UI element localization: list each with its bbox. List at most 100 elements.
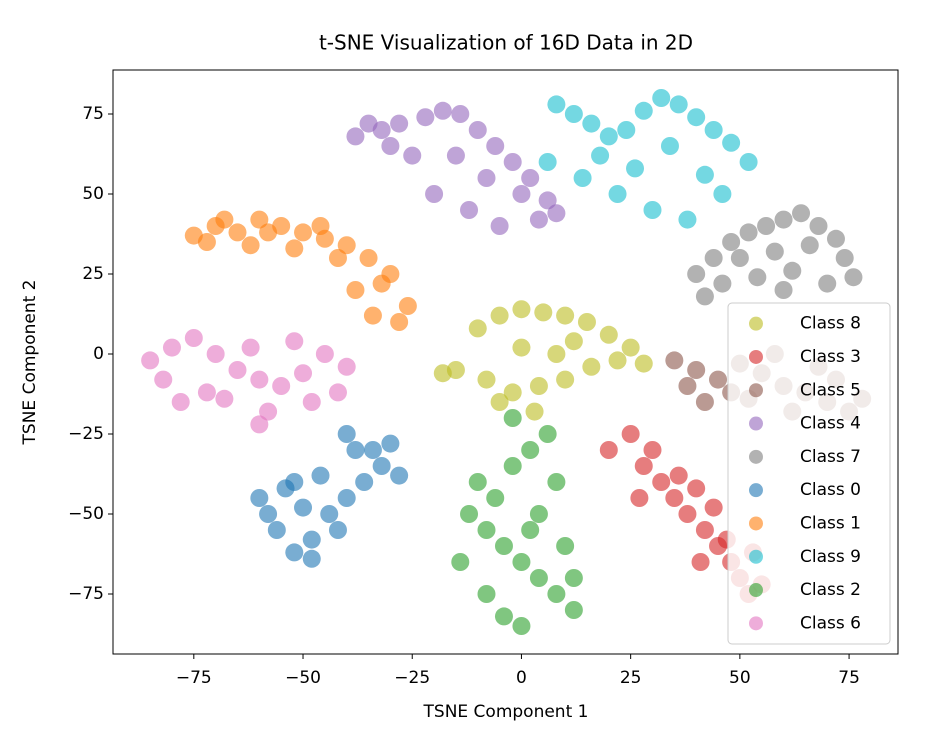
y-tick-label: −25 <box>68 424 104 444</box>
point <box>490 393 509 411</box>
point <box>722 233 741 251</box>
point <box>634 354 653 373</box>
point <box>687 265 706 283</box>
legend: Class 8 Class 3 Class 5 Class 4 Class 7 Class… <box>727 302 891 645</box>
point <box>311 217 330 235</box>
point <box>302 393 321 411</box>
legend-label: Class 6 <box>800 613 861 633</box>
point <box>573 169 592 187</box>
point <box>687 361 706 379</box>
point <box>630 489 649 507</box>
point <box>503 457 522 475</box>
point <box>328 521 347 539</box>
point <box>665 489 684 507</box>
legend-label: Class 7 <box>800 447 861 467</box>
point <box>512 338 531 357</box>
point <box>599 325 618 344</box>
point <box>722 133 741 152</box>
point <box>328 249 347 267</box>
point <box>564 332 583 351</box>
point <box>695 165 714 184</box>
point <box>460 505 479 523</box>
point <box>285 473 304 491</box>
point <box>800 236 819 255</box>
legend-label: Class 8 <box>800 314 861 334</box>
legend-label: Class 9 <box>800 547 861 567</box>
y-tick-label: 75 <box>82 104 104 124</box>
point <box>494 607 513 626</box>
point <box>337 425 356 443</box>
point <box>529 210 548 229</box>
point <box>259 223 278 242</box>
point <box>626 159 645 178</box>
legend-marker <box>749 549 763 564</box>
point <box>337 236 356 255</box>
point <box>337 357 356 376</box>
point <box>197 383 216 402</box>
point <box>390 313 409 331</box>
points <box>141 89 872 635</box>
point <box>355 473 374 491</box>
point <box>678 377 697 395</box>
point <box>538 191 557 210</box>
point <box>486 137 505 155</box>
point <box>691 553 710 571</box>
point <box>695 287 714 306</box>
point <box>503 153 522 171</box>
point <box>171 393 190 411</box>
point <box>534 303 553 322</box>
y-tick-label: 25 <box>82 264 104 284</box>
point <box>564 105 583 123</box>
point <box>346 441 365 459</box>
point <box>460 201 479 219</box>
legend-box <box>727 302 891 645</box>
point <box>259 505 278 523</box>
point <box>547 345 566 363</box>
point <box>608 185 627 203</box>
legend-label: Class 2 <box>800 580 861 600</box>
x-tick-label: 25 <box>620 668 642 688</box>
x-tick-label: 50 <box>729 668 751 688</box>
point <box>302 549 321 568</box>
y-tick-label: 50 <box>82 184 104 204</box>
point <box>547 204 566 223</box>
point <box>695 393 714 411</box>
point <box>381 434 400 453</box>
point <box>215 389 234 408</box>
point <box>634 101 653 120</box>
point <box>477 521 496 539</box>
point <box>512 185 531 203</box>
point <box>660 137 679 155</box>
point <box>529 505 548 523</box>
point <box>713 185 732 203</box>
point <box>529 569 548 587</box>
point <box>425 185 444 203</box>
point <box>381 137 400 155</box>
point <box>372 457 391 475</box>
point <box>403 146 422 165</box>
point <box>162 338 181 357</box>
x-tick-label: −75 <box>176 668 212 688</box>
point <box>302 530 321 549</box>
point <box>320 505 339 523</box>
point <box>294 223 313 242</box>
point <box>617 121 636 139</box>
point <box>433 101 452 120</box>
point <box>372 274 391 293</box>
point <box>792 204 811 223</box>
point <box>477 169 496 187</box>
point <box>267 521 286 539</box>
point <box>665 351 684 370</box>
point <box>512 617 531 635</box>
point <box>582 357 601 376</box>
x-tick-label: 75 <box>838 668 860 688</box>
point <box>577 313 596 331</box>
point <box>521 521 540 539</box>
point <box>294 364 313 383</box>
legend-label: Class 0 <box>800 480 861 500</box>
point <box>709 370 728 389</box>
point <box>250 415 269 434</box>
legend-marker <box>749 516 763 531</box>
point <box>538 153 557 171</box>
